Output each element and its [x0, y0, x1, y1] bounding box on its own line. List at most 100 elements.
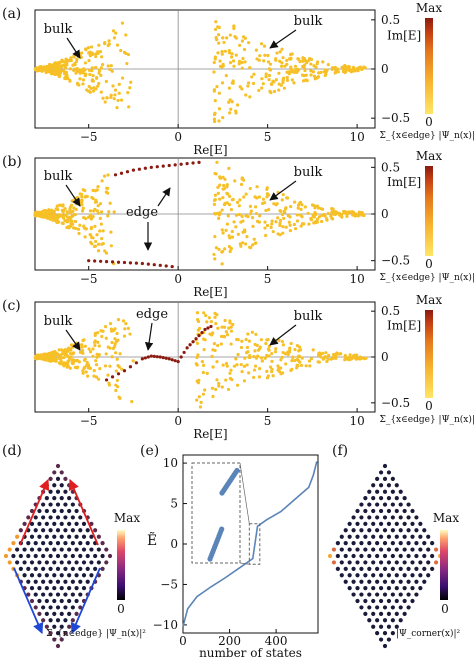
bulk-point-c: [225, 333, 230, 337]
bulk-point-a: [280, 64, 284, 68]
lattice-site-f: [426, 547, 431, 552]
lattice-site-d: [29, 573, 35, 578]
annotation-a: bulk: [294, 14, 323, 29]
bulk-point-b: [224, 228, 228, 232]
bulk-point-c: [232, 364, 236, 368]
colorbar-min-c: 0: [425, 399, 433, 413]
bulk-point-b: [257, 195, 262, 199]
bulk-point-b: [270, 219, 274, 223]
bulk-point-b: [316, 206, 321, 210]
edge-point-c: [122, 369, 127, 373]
y-axis-label-c: Im[E]: [387, 319, 421, 333]
lattice-site-f: [422, 528, 427, 533]
lattice-site-f: [382, 592, 388, 597]
bulk-point-a: [39, 65, 43, 69]
bulk-point-c: [68, 352, 73, 356]
bulk-point-a: [214, 20, 218, 24]
bulk-point-a: [52, 65, 56, 69]
y-tick-label-a: −0.5: [381, 111, 410, 125]
bulk-point-b: [47, 213, 51, 218]
bulk-point-b: [293, 200, 297, 204]
bulk-point-c: [57, 348, 61, 352]
lattice-site-f: [386, 611, 392, 616]
bulk-point-a: [258, 54, 262, 58]
edge-point-b: [104, 260, 109, 264]
lattice-site-f: [351, 528, 356, 533]
bulk-point-c: [214, 387, 218, 391]
bulk-point-c: [107, 383, 112, 387]
bulk-point-a: [360, 67, 364, 72]
bulk-point-c: [263, 356, 267, 360]
bulk-point-a: [263, 53, 267, 57]
bulk-point-c: [284, 362, 288, 366]
lattice-site-f: [430, 553, 435, 559]
bulk-point-b: [222, 183, 226, 188]
bulk-point-b: [274, 220, 278, 224]
edge-point-b: [125, 170, 130, 174]
bulk-point-c: [195, 355, 199, 360]
bulk-point-a: [345, 66, 349, 71]
lattice-site-f: [375, 476, 380, 481]
bulk-point-b: [216, 191, 220, 195]
bulk-point-b: [309, 218, 314, 222]
bulk-point-a: [83, 61, 87, 65]
bulk-point-a: [260, 86, 264, 90]
bulk-point-a: [109, 64, 113, 68]
bulk-point-a: [237, 59, 242, 63]
bulk-point-c: [111, 346, 116, 350]
bulk-point-c: [213, 311, 217, 315]
lattice-site-f: [382, 618, 388, 623]
lattice-site-d: [96, 560, 101, 565]
bulk-point-a: [63, 66, 67, 70]
lattice-site-d: [26, 541, 31, 546]
bulk-point-a: [227, 48, 231, 53]
bulk-point-c: [288, 347, 292, 351]
bulk-point-a: [63, 63, 67, 67]
bulk-point-c: [88, 350, 93, 354]
bulk-point-c: [279, 358, 283, 362]
lattice-site-f: [343, 566, 348, 571]
bulk-point-c: [229, 329, 234, 333]
bulk-point-a: [124, 33, 128, 37]
lattice-site-f: [398, 579, 403, 584]
lattice-site-f: [351, 515, 356, 520]
bulk-point-a: [44, 70, 48, 75]
bulk-point-b: [225, 222, 229, 226]
panel-label-d: (d): [2, 443, 22, 459]
lattice-site-f: [433, 560, 439, 565]
bulk-point-a: [125, 61, 129, 66]
lattice-site-f: [426, 573, 431, 578]
lattice-site-f: [363, 598, 368, 604]
bulk-point-b: [80, 195, 84, 199]
bulk-point-b: [254, 205, 258, 209]
bulk-point-b: [306, 211, 310, 215]
lattice-site-f: [367, 618, 372, 623]
bulk-point-b: [89, 233, 93, 237]
lattice-site-f: [351, 541, 356, 546]
bulk-point-b: [280, 212, 285, 217]
bulk-point-c: [211, 365, 215, 369]
colorbar-max-a: Max: [416, 1, 442, 15]
bulk-point-a: [94, 54, 98, 59]
lattice-site-f: [386, 637, 392, 642]
bulk-point-a: [274, 58, 278, 62]
bulk-point-b: [96, 242, 101, 246]
bulk-point-b: [240, 214, 244, 219]
x-tick-label-b: −5: [80, 272, 98, 286]
lattice-site-f: [386, 624, 392, 629]
bulk-point-a: [234, 36, 238, 40]
lattice-site-f: [402, 586, 407, 591]
colorbar-label-a: Σ_{x∈edge} |Ψ_n(x)|²: [379, 130, 474, 141]
lattice-site-f: [410, 534, 415, 539]
bulk-point-c: [245, 345, 250, 350]
bulk-point-c: [268, 365, 273, 369]
bulk-point-b: [286, 214, 290, 218]
bulk-point-b: [239, 182, 244, 187]
lattice-site-f: [390, 566, 395, 571]
annotation-c: bulk: [294, 309, 323, 324]
bulk-point-b: [295, 219, 300, 223]
bulk-point-b: [264, 208, 268, 213]
bulk-point-a: [305, 60, 309, 65]
bulk-point-c: [252, 354, 256, 359]
lattice-site-d: [41, 605, 46, 610]
